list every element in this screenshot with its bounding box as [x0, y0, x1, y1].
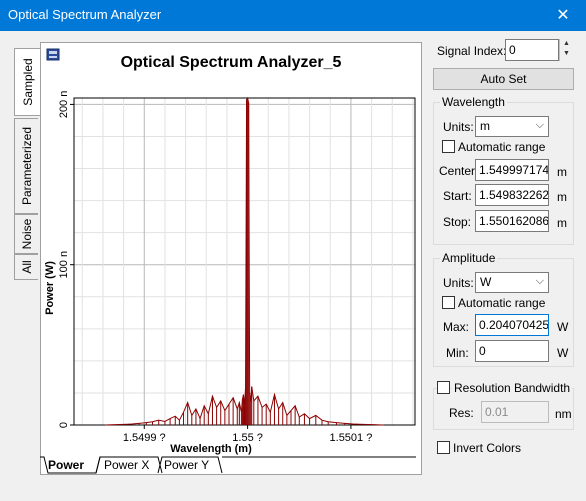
wavelength-auto-range-checkbox[interactable]: [442, 140, 455, 153]
tab-sampled-label: Sampled: [21, 58, 35, 106]
max-value: 0.2040704251: [479, 318, 549, 332]
tab-sampled[interactable]: Sampled: [14, 48, 41, 116]
min-unit: W: [557, 346, 569, 360]
amplitude-units-select[interactable]: W ⌵: [475, 272, 549, 293]
series-power: [104, 96, 385, 426]
wavelength-units-select[interactable]: m ⌵: [475, 116, 549, 137]
center-value: 1.5499971745: [479, 163, 549, 177]
center-input[interactable]: 1.5499971745: [475, 159, 549, 181]
y-tick-label: 200 n: [58, 91, 70, 119]
start-value: 1.5498322625: [479, 188, 549, 202]
chevron-down-icon: ⌵: [535, 119, 544, 131]
max-unit: W: [557, 320, 569, 334]
bottom-tab-outline: [40, 456, 416, 474]
max-input[interactable]: 0.2040704251: [475, 314, 549, 336]
window-title: Optical Spectrum Analyzer: [8, 7, 162, 22]
x-axis-ticks: 1.5499 ? 1.55 ? 1.5501 ?: [123, 425, 372, 444]
plot-frame: [73, 97, 416, 426]
wavelength-group-label: Wavelength: [440, 95, 507, 109]
amplitude-auto-range-checkbox[interactable]: [442, 296, 455, 309]
tab-power-y-label: Power Y: [164, 458, 210, 472]
invert-colors-checkbox[interactable]: [437, 441, 450, 454]
tab-power[interactable]: Power: [48, 455, 98, 474]
center-unit: m: [557, 165, 567, 179]
y-tick-label: 0: [58, 422, 70, 428]
max-label: Max:: [443, 320, 470, 334]
tab-noise-label: Noise: [19, 218, 34, 250]
tab-noise[interactable]: Noise: [14, 214, 38, 254]
spin-up-icon[interactable]: ▲: [563, 40, 570, 47]
tab-power-x[interactable]: Power X: [104, 455, 160, 474]
amplitude-group: [433, 258, 574, 367]
resolution-bandwidth-checkbox[interactable]: [437, 381, 450, 394]
grid: [74, 98, 415, 426]
x-tick-label: 1.5499 ?: [123, 432, 166, 444]
stop-label: Stop:: [443, 215, 472, 229]
chevron-down-icon: ⌵: [535, 275, 544, 287]
wavelength-units-label: Units:: [443, 120, 474, 134]
start-label: Start:: [443, 189, 472, 203]
tab-all-label: All: [19, 260, 34, 274]
amplitude-units-label: Units:: [443, 276, 474, 290]
wavelength-auto-range-label: Automatic range: [458, 140, 546, 154]
tab-power-x-label: Power X: [104, 458, 150, 472]
start-unit: m: [557, 190, 567, 204]
amplitude-group-label: Amplitude: [440, 251, 498, 265]
series-line: [104, 96, 385, 426]
res-unit: nm: [555, 407, 572, 421]
tab-parameterized[interactable]: Parameterized: [14, 118, 38, 214]
tab-power-y[interactable]: Power Y: [164, 455, 220, 474]
stop-unit: m: [557, 216, 567, 230]
y-axis-ticks: 0 100 n 200 n: [58, 91, 74, 428]
signal-index-value: 0: [509, 43, 516, 57]
x-axis-label: Wavelength (m): [170, 443, 252, 455]
tab-parameterized-label: Parameterized: [19, 126, 34, 206]
invert-colors-label: Invert Colors: [453, 441, 522, 455]
close-icon[interactable]: ✕: [556, 7, 570, 24]
print-icon[interactable]: [46, 48, 60, 61]
resolution-bandwidth-label: Resolution Bandwidth: [452, 381, 573, 395]
signal-index-label: Signal Index:: [437, 44, 507, 58]
stop-value: 1.5501620865: [479, 214, 549, 228]
center-label: Center:: [439, 164, 479, 178]
res-input[interactable]: 0.01: [481, 401, 549, 423]
amplitude-auto-range-label: Automatic range: [458, 296, 546, 310]
tab-power-label: Power: [48, 458, 85, 472]
y-tick-label: 100 n: [58, 251, 70, 279]
tab-all[interactable]: All: [14, 254, 38, 280]
plot-panel: Optical Spectrum Analyzer_5 0 100 n 200 n …: [40, 42, 422, 475]
wavelength-units-value: m: [480, 119, 490, 133]
x-tick-label: 1.5501 ?: [330, 432, 373, 444]
x-tick-label: 1.55 ?: [232, 432, 263, 444]
y-axis-label: Power (W): [44, 261, 56, 315]
amplitude-units-value: W: [480, 275, 492, 289]
res-value: 0.01: [485, 405, 509, 419]
chart-title: Optical Spectrum Analyzer_5: [121, 54, 342, 71]
start-input[interactable]: 1.5498322625: [475, 184, 549, 206]
auto-set-button[interactable]: Auto Set: [433, 68, 574, 90]
min-input[interactable]: 0: [475, 340, 549, 362]
min-label: Min:: [446, 346, 469, 360]
min-value: 0: [479, 344, 486, 358]
spin-down-icon[interactable]: ▼: [563, 50, 570, 57]
res-label: Res:: [449, 406, 474, 420]
signal-index-spinner[interactable]: ▲ ▼: [559, 39, 573, 61]
window-titlebar: Optical Spectrum Analyzer ✕: [0, 0, 586, 31]
stop-input[interactable]: 1.5501620865: [475, 210, 549, 232]
signal-index-input[interactable]: 0: [505, 39, 559, 61]
